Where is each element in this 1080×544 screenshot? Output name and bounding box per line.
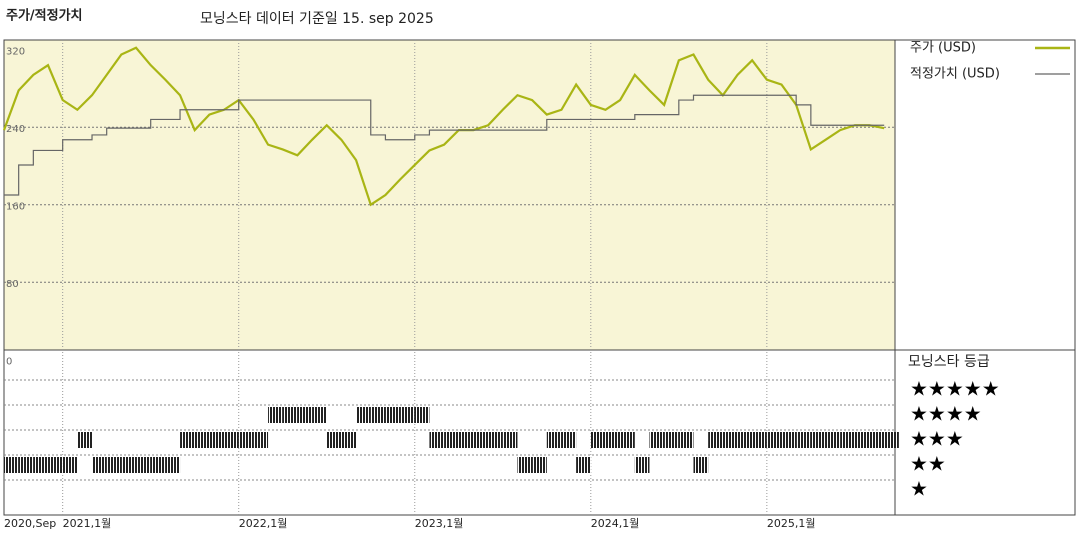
rating-label: ★★★★ [910, 402, 982, 426]
rating-bar [708, 432, 723, 448]
rating-bar [180, 432, 195, 448]
rating-bar [693, 457, 709, 473]
series-line [2, 46, 885, 207]
y-tick-label: 0 [6, 357, 12, 368]
x-tick-label: 2023,1월 [415, 517, 464, 530]
rating-bar [488, 432, 503, 448]
rating-bar [561, 432, 577, 448]
rating-bar [209, 432, 225, 448]
y-tick-label: 240 [6, 124, 25, 135]
rating-bar [737, 432, 753, 448]
rating-bar [854, 432, 870, 448]
rating-bar [33, 457, 49, 473]
rating-bar [414, 407, 430, 423]
rating-bar [869, 432, 885, 448]
rating-bar [678, 432, 694, 448]
x-tick-label: 2022,1월 [239, 517, 288, 530]
y-tick-label: 160 [6, 202, 25, 213]
rating-bar [664, 432, 679, 448]
rating-bar [18, 457, 34, 473]
rating-bar [4, 457, 19, 473]
rating-label: ★★★ [910, 427, 964, 451]
rating-bar [444, 432, 459, 448]
rating-title: 모닝스타 등급 [908, 354, 990, 370]
rating-bar [62, 457, 78, 473]
rating-bar [517, 457, 533, 473]
rating-bar [810, 432, 826, 448]
rating-bar [165, 457, 181, 473]
rating-bar [370, 407, 386, 423]
rating-bar [121, 457, 137, 473]
rating-bar [92, 457, 107, 473]
legend-label: 적정가치 (USD) [910, 67, 1000, 82]
rating-bar [253, 432, 269, 448]
rating-bar [238, 432, 254, 448]
rating-bar [532, 457, 547, 473]
rating-bar [502, 432, 518, 448]
rating-bar [796, 432, 811, 448]
rating-bar [341, 432, 357, 448]
x-tick-label: 2024,1월 [591, 517, 640, 530]
rating-bar [224, 432, 239, 448]
rating-bar [312, 407, 327, 423]
rating-bar [752, 432, 767, 448]
rating-bar [649, 432, 665, 448]
rating-bar [48, 457, 63, 473]
rating-bar [473, 432, 489, 448]
series-line [4, 94, 885, 196]
rating-bar [194, 432, 210, 448]
x-tick-label: 2020,Sep [4, 517, 56, 530]
x-tick-label: 2025,1월 [767, 517, 816, 530]
rating-label: ★ [910, 477, 928, 501]
rating-bar [458, 432, 474, 448]
rating-bar [77, 432, 93, 448]
rating-bar [546, 432, 562, 448]
rating-bar [429, 432, 445, 448]
rating-bar [576, 457, 591, 473]
rating-bar [326, 432, 342, 448]
rating-bar [781, 432, 797, 448]
rating-bar [766, 432, 782, 448]
rating-bar [385, 407, 401, 423]
rating-bar [825, 432, 841, 448]
rating-label: ★★ [910, 452, 946, 476]
rating-bar [605, 432, 621, 448]
plot-bg [4, 40, 895, 350]
legend-label: 주가 (USD) [910, 41, 976, 56]
rating-bar [884, 432, 899, 448]
rating-bar [634, 457, 650, 473]
rating-bar [590, 432, 606, 448]
rating-label: ★★★★★ [910, 377, 1000, 401]
rating-bar [282, 407, 298, 423]
chart-title: 주가/적정가치 [6, 8, 83, 24]
y-tick-label: 80 [6, 279, 19, 290]
rating-bar [400, 407, 415, 423]
y-tick-label: 320 [6, 47, 25, 58]
frame [3, 39, 1076, 516]
rating-bar [106, 457, 122, 473]
rating-bar [620, 432, 635, 448]
rating-bar [136, 457, 151, 473]
rating-bar [356, 407, 371, 423]
rating-bar [268, 407, 283, 423]
rating-bar [297, 407, 313, 423]
rating-bar [722, 432, 738, 448]
subtitle: 모닝스타 데이터 기준일 15. sep 2025 [200, 11, 434, 27]
x-tick-label: 2021,1월 [63, 517, 112, 530]
rating-bar [150, 457, 166, 473]
rating-bar [840, 432, 855, 448]
